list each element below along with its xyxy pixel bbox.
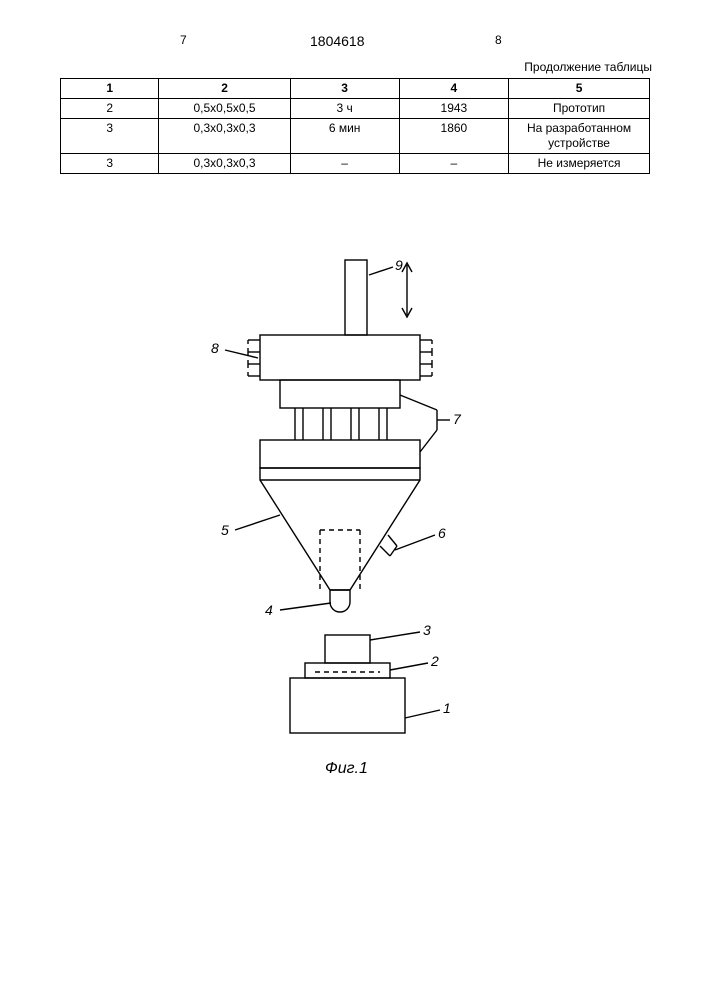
col-header: 4: [399, 79, 509, 99]
part-1-base: [290, 678, 405, 733]
page-number-right: 8: [495, 33, 502, 47]
diagram-svg: 9: [145, 240, 475, 760]
part-7-lower-flange: [260, 440, 420, 468]
part-2-plate: [305, 663, 390, 678]
cell: 0,3х0,3х0,3: [159, 119, 290, 154]
leader-3: [370, 632, 420, 640]
cell: 2: [61, 99, 159, 119]
data-table: 1 2 3 4 5 2 0,5х0,5х0,5 3 ч 1943 Прототи…: [60, 78, 650, 174]
cell: 3: [61, 154, 159, 174]
figure-caption: Фиг.1: [325, 760, 368, 778]
label-8: 8: [211, 340, 219, 356]
part-9-shaft: [345, 260, 367, 335]
label-4: 4: [265, 602, 273, 618]
cell: 3 ч: [290, 99, 399, 119]
leader-9: [369, 267, 393, 275]
leader-2: [390, 663, 428, 670]
leader-4: [280, 603, 331, 610]
label-9: 9: [395, 257, 403, 273]
col-header: 1: [61, 79, 159, 99]
cell: 3: [61, 119, 159, 154]
col-header: 5: [509, 79, 650, 99]
cell: Не измеряется: [509, 154, 650, 174]
col-header: 3: [290, 79, 399, 99]
part-8-finned-block: [248, 335, 432, 380]
part-3-block: [325, 635, 370, 663]
cell: 6 мин: [290, 119, 399, 154]
table-continuation-label: Продолжение таблицы: [524, 60, 652, 74]
leader-8: [225, 350, 258, 358]
table-row: 2 0,5х0,5х0,5 3 ч 1943 Прототип: [61, 99, 650, 119]
document-number: 1804618: [310, 33, 365, 49]
page-number-left: 7: [180, 33, 187, 47]
label-1: 1: [443, 700, 451, 716]
cell: На разработан­ном устройстве: [509, 119, 650, 154]
part-7-upper-flange: [280, 380, 400, 408]
leader-6: [395, 535, 435, 550]
label-3: 3: [423, 622, 431, 638]
part-4-tip: [330, 590, 350, 612]
table-row: 3 0,3х0,3х0,3 – – Не измеряется: [61, 154, 650, 174]
cell: –: [399, 154, 509, 174]
motion-arrow-icon: [402, 263, 412, 317]
cell: 1943: [399, 99, 509, 119]
leader-1: [405, 710, 440, 718]
cell: –: [290, 154, 399, 174]
part-5-cone: [260, 468, 420, 590]
label-7: 7: [453, 411, 462, 427]
figure-1: 9: [145, 240, 475, 760]
leader-5: [235, 515, 280, 530]
part-7-pillars: [295, 408, 387, 440]
cell: Прототип: [509, 99, 650, 119]
label-6: 6: [438, 525, 446, 541]
label-5: 5: [221, 522, 229, 538]
table-row: 3 0,3х0,3х0,3 6 мин 1860 На разработан­н…: [61, 119, 650, 154]
cell: 1860: [399, 119, 509, 154]
cell: 0,3х0,3х0,3: [159, 154, 290, 174]
leader-7: [400, 395, 450, 452]
table-header-row: 1 2 3 4 5: [61, 79, 650, 99]
col-header: 2: [159, 79, 290, 99]
cell: 0,5х0,5х0,5: [159, 99, 290, 119]
label-2: 2: [430, 653, 439, 669]
